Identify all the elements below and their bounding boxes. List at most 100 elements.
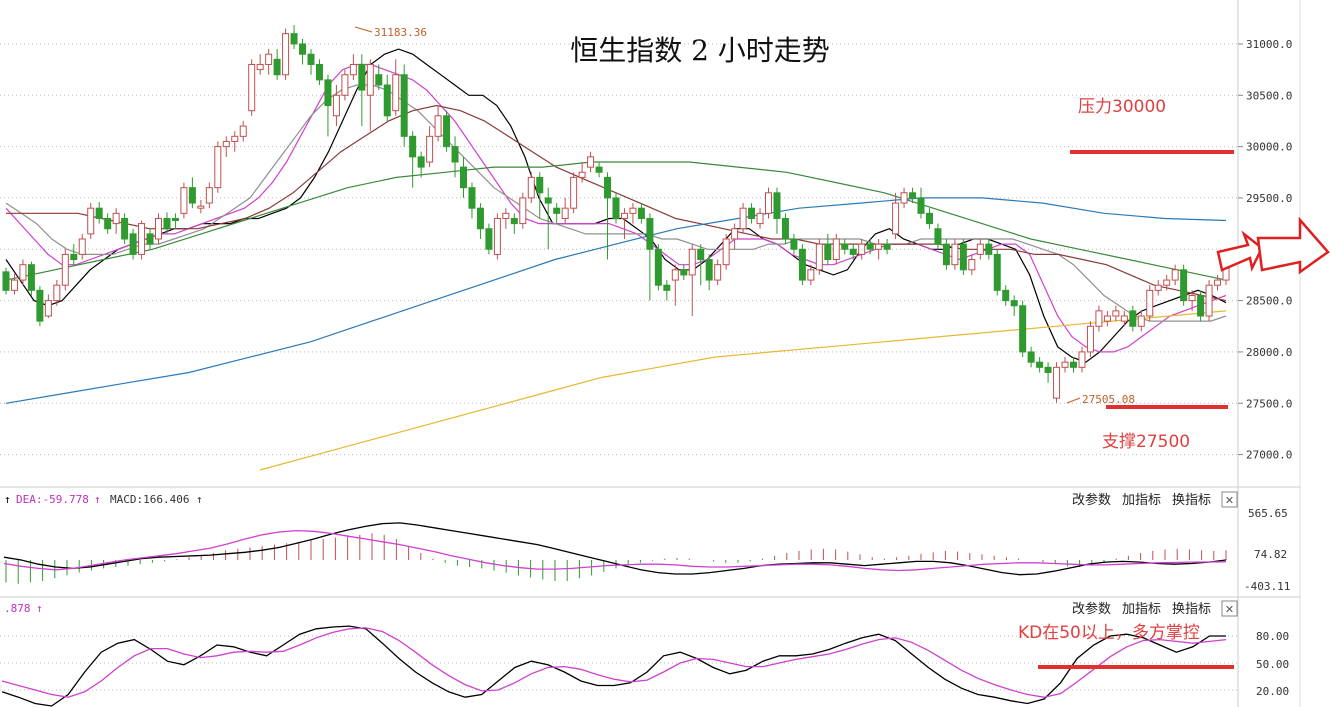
candle-body bbox=[731, 228, 739, 240]
up-candle bbox=[61, 249, 69, 291]
up-candle bbox=[366, 59, 374, 132]
candle-body bbox=[53, 284, 61, 302]
candle-body bbox=[722, 238, 730, 266]
up-candle bbox=[1171, 264, 1179, 286]
kd-note-label: KD在50以上，多方掌控 bbox=[1018, 623, 1200, 643]
macd-tick: 565.65 bbox=[1248, 507, 1288, 520]
candle-body bbox=[290, 33, 298, 45]
candle-body bbox=[985, 243, 993, 255]
candle-body bbox=[849, 248, 857, 255]
candle-body bbox=[315, 63, 323, 81]
candle-body bbox=[875, 243, 883, 250]
candle-body bbox=[942, 243, 950, 266]
candle-body bbox=[976, 243, 984, 255]
close-panel-button[interactable]: ✕ bbox=[1221, 600, 1238, 617]
candle-body bbox=[1154, 284, 1162, 291]
kd-tick: 80.00 bbox=[1256, 630, 1289, 643]
macd-tick: 74.82 bbox=[1254, 548, 1287, 561]
down-candle bbox=[485, 223, 493, 255]
candle-body bbox=[451, 146, 459, 163]
moving-average-lines bbox=[5, 48, 1227, 471]
dea-label: DEA:-59.778 bbox=[16, 493, 89, 506]
candle-body bbox=[951, 243, 959, 266]
macd-tick: -403.11 bbox=[1244, 580, 1290, 593]
down-candle bbox=[290, 25, 298, 50]
candle-body bbox=[493, 217, 501, 255]
up-candle bbox=[714, 259, 722, 286]
close-panel-button[interactable]: ✕ bbox=[1221, 491, 1238, 508]
candle-body bbox=[1129, 310, 1137, 327]
candle-body bbox=[409, 135, 417, 158]
candle-body bbox=[595, 166, 603, 173]
switch-indicator-button[interactable]: 换指标 bbox=[1172, 493, 1211, 508]
candle-body bbox=[663, 284, 671, 291]
down-candle bbox=[273, 49, 281, 80]
candle-body bbox=[468, 187, 476, 209]
change-params-button[interactable]: 改参数 bbox=[1072, 492, 1111, 508]
candle-body bbox=[443, 115, 451, 148]
candle-body bbox=[705, 259, 713, 281]
down-candle bbox=[866, 239, 874, 255]
switch-indicator-button[interactable]: 换指标 bbox=[1172, 602, 1211, 617]
price-tick-label: 30500.0 bbox=[1246, 89, 1292, 102]
candle-body bbox=[866, 243, 874, 250]
candle-body bbox=[1137, 315, 1145, 327]
up-candle bbox=[231, 131, 239, 152]
candle-body bbox=[282, 33, 290, 76]
candle-body bbox=[349, 63, 357, 76]
up-candle bbox=[493, 213, 501, 260]
price-grid bbox=[0, 43, 1238, 456]
down-candle bbox=[121, 213, 129, 245]
kd-toolbar: 改参数 加指标 换指标 ✕ bbox=[1072, 600, 1238, 617]
price-tick-label: 27000.0 bbox=[1246, 449, 1292, 462]
candle-body bbox=[781, 217, 789, 240]
candle-body bbox=[205, 187, 213, 204]
candle-body bbox=[909, 192, 917, 199]
candle-body bbox=[1180, 269, 1188, 302]
candle-body bbox=[1002, 289, 1010, 302]
candle-body bbox=[78, 238, 86, 255]
candle-body bbox=[70, 253, 78, 261]
candle-body bbox=[146, 233, 154, 245]
macd-dea-line bbox=[3, 529, 1227, 572]
up-candle bbox=[1163, 274, 1171, 291]
down-candle bbox=[460, 156, 467, 198]
down-candle bbox=[1010, 295, 1018, 316]
up-candle bbox=[1112, 305, 1120, 322]
down-candle bbox=[375, 64, 383, 91]
up-candle bbox=[722, 233, 730, 270]
down-candle bbox=[934, 223, 942, 250]
candle-body bbox=[892, 202, 900, 235]
candle-body bbox=[197, 205, 205, 209]
candle-body bbox=[273, 58, 281, 76]
down-candle bbox=[646, 213, 654, 301]
change-params-button[interactable]: 改参数 bbox=[1072, 601, 1111, 617]
down-candle bbox=[400, 64, 408, 147]
up-candle bbox=[1146, 285, 1154, 322]
down-candle bbox=[358, 54, 366, 127]
down-candle bbox=[798, 244, 806, 286]
up-candle bbox=[807, 264, 815, 286]
candle-body bbox=[604, 176, 612, 199]
down-candle bbox=[476, 203, 484, 239]
up-candle bbox=[19, 259, 27, 286]
candle-body bbox=[544, 197, 552, 204]
ma-blue-line bbox=[5, 197, 1227, 404]
candle-body bbox=[646, 217, 654, 250]
price-tick-label: 31000.0 bbox=[1246, 38, 1292, 51]
up-candle bbox=[197, 199, 205, 214]
up-candle bbox=[519, 192, 527, 229]
up-candle bbox=[222, 136, 230, 157]
low-annotation: 27505.08 bbox=[1066, 393, 1135, 406]
add-indicator-button[interactable]: 加指标 bbox=[1122, 493, 1161, 508]
down-candle bbox=[925, 208, 933, 229]
down-candle bbox=[2, 267, 10, 295]
down-candle bbox=[95, 202, 103, 224]
candle-body bbox=[1027, 351, 1035, 363]
candle-body bbox=[620, 212, 628, 219]
down-candle bbox=[790, 233, 798, 255]
add-indicator-button[interactable]: 加指标 bbox=[1122, 602, 1161, 617]
down-candle bbox=[883, 239, 891, 255]
down-candle bbox=[324, 74, 332, 137]
down-candle bbox=[163, 212, 171, 234]
